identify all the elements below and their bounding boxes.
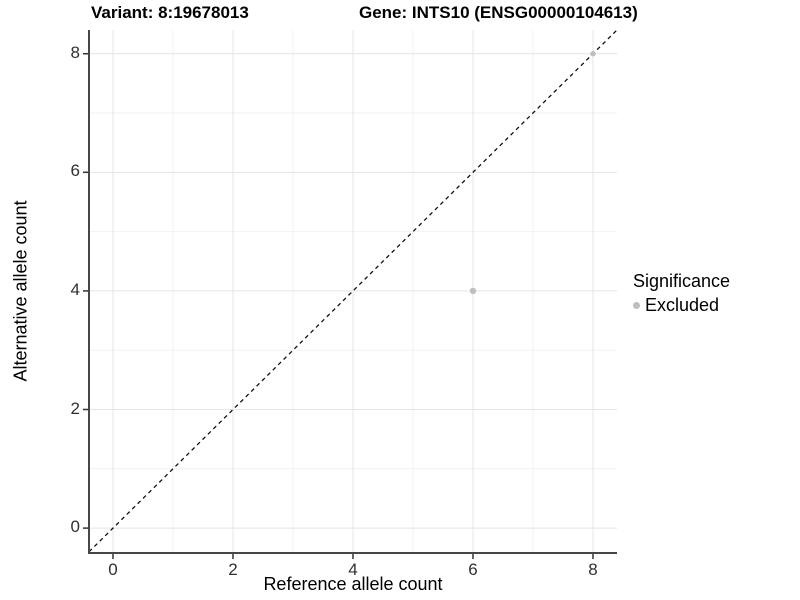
- x-tick-label: 6: [468, 560, 478, 579]
- data-point: [469, 287, 477, 295]
- x-tick-label: 2: [228, 560, 238, 579]
- y-tick-label: 4: [70, 280, 80, 300]
- identity-line: [88, 29, 618, 553]
- legend-point-icon: [633, 302, 640, 309]
- legend-title: Significance: [633, 271, 731, 291]
- y-tick-label: 2: [70, 398, 80, 418]
- plot-title-variant: Variant: 8:19678013: [91, 3, 249, 22]
- x-tick-label: 0: [108, 560, 118, 579]
- plot-title-gene: Gene: INTS10 (ENSG00000104613): [359, 3, 638, 22]
- x-axis-title: Reference allele count: [263, 574, 443, 594]
- legend: Significance Excluded: [633, 271, 730, 316]
- y-axis-title: Alternative allele count: [10, 200, 31, 382]
- legend-item-label: Excluded: [645, 295, 720, 315]
- legend-item-excluded: Excluded: [633, 295, 730, 316]
- y-tick-label: 8: [70, 42, 80, 62]
- y-tick-label: 0: [70, 517, 80, 537]
- y-tick-label: 6: [70, 161, 80, 181]
- x-tick-label: 8: [588, 560, 598, 579]
- x-tick-label: 4: [348, 560, 358, 579]
- data-point: [590, 51, 596, 57]
